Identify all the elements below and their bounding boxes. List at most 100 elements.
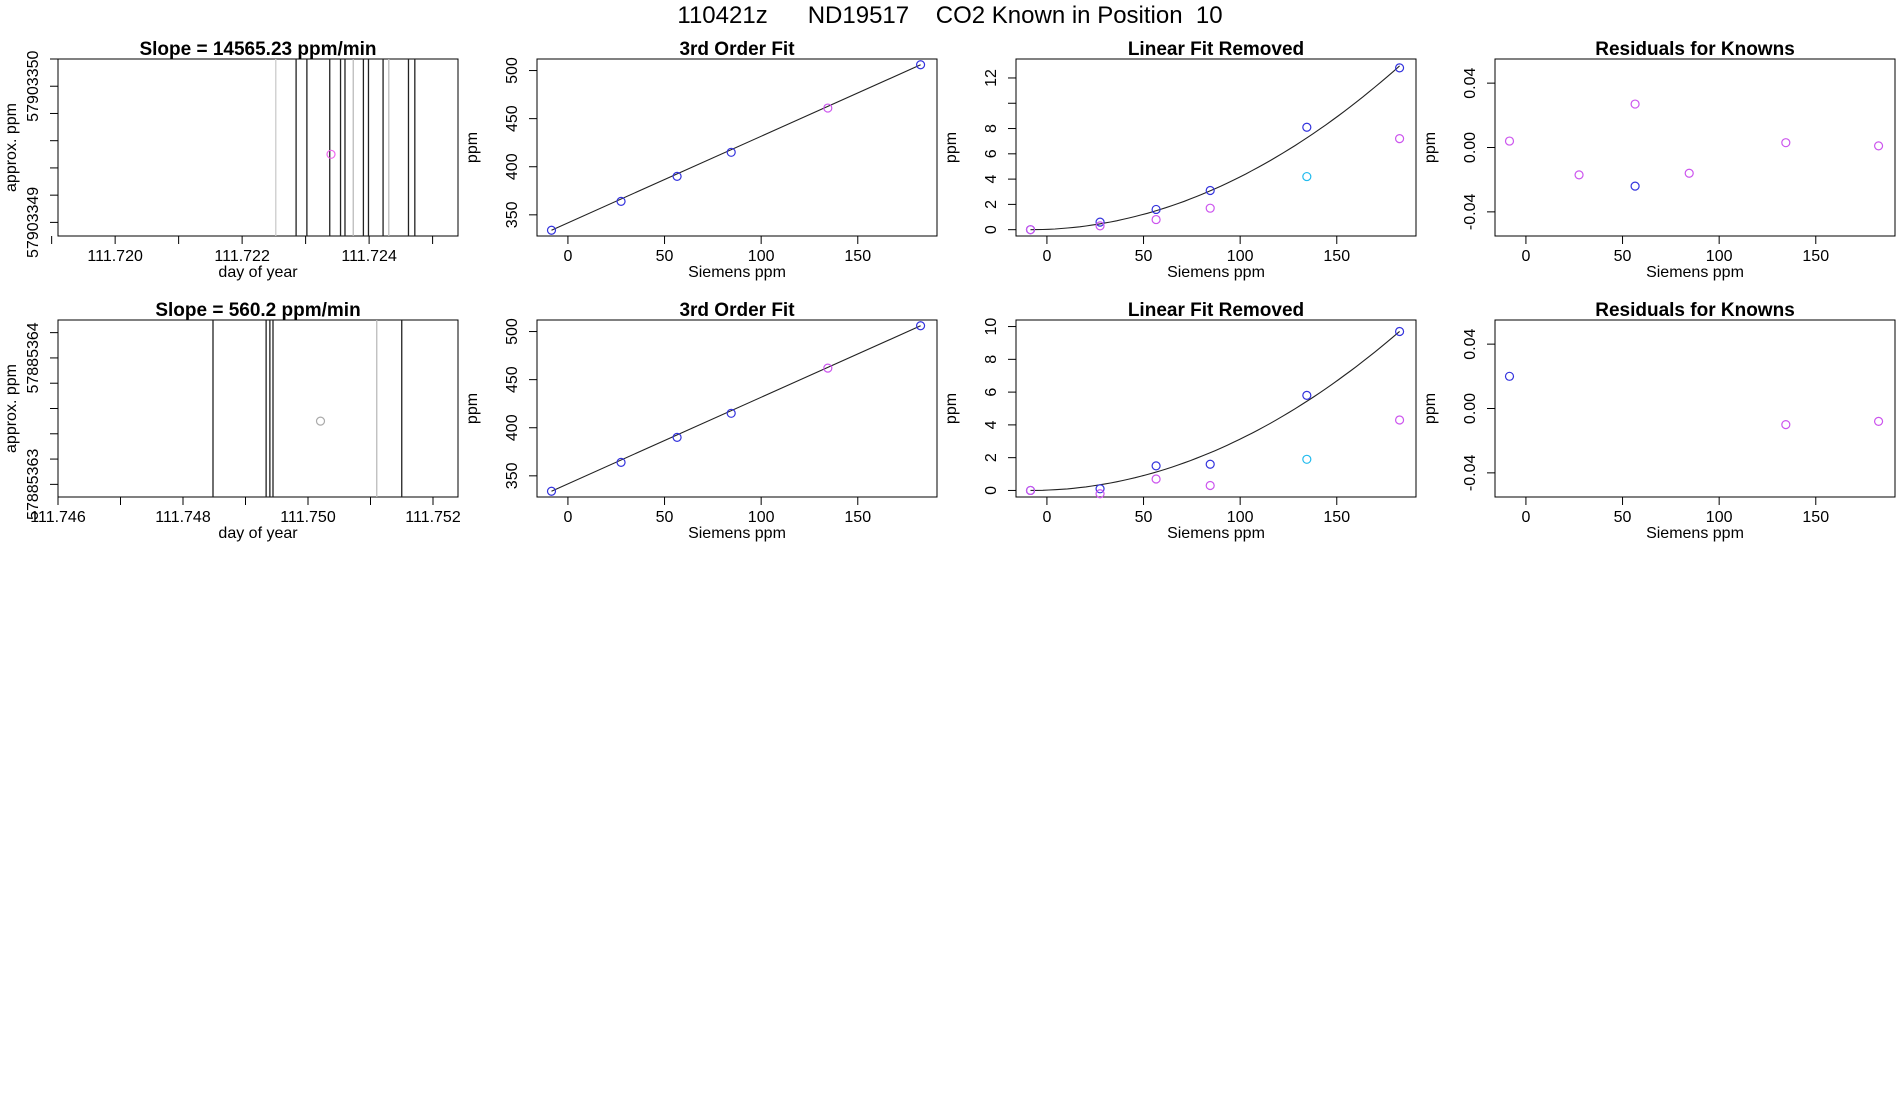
x-tick-label: 50 [656,509,674,526]
x-tick-label: 0 [563,248,572,265]
x-axis-label: Siemens ppm [1646,264,1744,281]
data-point [1151,474,1161,484]
x-tick-label: 0 [1042,248,1051,265]
x-tick-label: 111.724 [341,248,397,265]
y-axis-label: ppm [943,132,960,163]
data-point [915,321,926,331]
panel-title: Slope = 560.2 ppm/min [155,300,360,321]
y-axis-label: ppm [1422,393,1439,424]
panel-row1-linear: Linear Fit Removed Siemens ppm ppm 0 50 100 15… [943,39,1417,281]
y-tick-label: 350 [504,201,521,228]
data-point [672,171,682,181]
y-tick-label: -0.04 [1462,455,1479,492]
panel-title: 3rd Order Fit [679,300,795,321]
data-point [1151,214,1161,225]
y-tick-label: 400 [504,153,521,180]
x-tick-label: 150 [1802,248,1829,265]
y-axis-label: ppm [464,132,481,163]
x-tick-label: 0 [1521,248,1530,265]
x-tick-label: 111.750 [280,509,336,526]
x-tick-label: 100 [1227,248,1254,265]
y-tick-label: 6 [983,149,1000,158]
fit-curve [551,64,921,231]
x-tick-label: 0 [1042,509,1051,526]
data-point [1205,480,1215,491]
panel-row2-residuals: Residuals for Knowns Siemens ppm ppm 0 50 100… [1422,300,1896,542]
x-tick-label: 0 [1521,509,1530,526]
x-tick-label: 100 [748,509,775,526]
data-point [1504,371,1515,381]
panel-row1-residuals: Residuals for Knowns Siemens ppm ppm 0 50 100… [1422,39,1896,281]
data-point [1781,419,1791,430]
x-axis-label: Siemens ppm [1167,264,1265,281]
data-point [1684,168,1694,178]
data-point [1574,170,1584,180]
y-tick-label: 0.00 [1462,393,1479,424]
plot-frame [57,58,459,237]
y-axis-label: ppm [464,393,481,424]
x-tick-label: 150 [1802,509,1829,526]
x-tick-label: 150 [844,509,871,526]
y-tick-label: 500 [504,57,521,84]
y-axis-label: ppm [1422,132,1439,163]
panel-title: Residuals for Knowns [1595,300,1795,321]
figure-title: 110421z ND19517 CO2 Known in Position 10 [677,2,1223,29]
data-point [546,225,557,235]
data-point [1394,63,1405,73]
y-tick-label: 57885364 [25,322,42,393]
fit-curve [1030,65,1400,231]
plot-frame [57,319,459,498]
y-tick-label: 0 [983,486,1000,495]
y-tick-label: 450 [504,105,521,132]
x-axis-label: Siemens ppm [688,264,786,281]
y-tick-label: 2 [983,453,1000,462]
y-tick-label: 8 [983,355,1000,364]
x-tick-label: 50 [656,248,674,265]
fit-curve [551,325,921,492]
panel-row2-time: Slope = 560.2 ppm/min day of year approx. … [3,300,461,542]
plot-frame [1494,58,1896,237]
data-point [315,416,326,426]
data-point [616,457,626,467]
x-tick-label: 150 [1323,248,1350,265]
x-axis-label: Siemens ppm [1646,525,1744,542]
x-tick-label: 100 [748,248,775,265]
data-point [1630,99,1640,109]
x-tick-label: 100 [1706,248,1733,265]
y-tick-label: 57903349 [25,187,42,258]
data-point [1302,390,1312,400]
x-tick-label: 111.748 [155,509,211,526]
panel-row1-fit: 3rd Order Fit Siemens ppm ppm 0 50 100 150 350 4… [464,39,938,281]
x-axis-label: Siemens ppm [1167,525,1265,542]
panel-title: Residuals for Knowns [1595,39,1795,60]
x-tick-label: 100 [1706,509,1733,526]
panel-title: Linear Fit Removed [1128,300,1304,321]
y-axis-label: approx. ppm [3,103,20,192]
data-point [326,149,336,159]
y-tick-label: 400 [504,414,521,441]
data-point [1025,225,1036,235]
y-tick-label: 12 [983,69,1000,87]
data-point [726,408,736,418]
y-tick-label: -0.04 [1462,194,1479,231]
y-tick-label: 8 [983,124,1000,133]
x-axis-label: Siemens ppm [688,525,786,542]
panel-title: Linear Fit Removed [1128,39,1304,60]
panel-row2-fit: 3rd Order Fit Siemens ppm ppm 0 50 100 150 350 4… [464,300,938,542]
x-tick-label: 50 [1614,248,1632,265]
plot-frame [1494,319,1896,498]
plot-frame [536,58,938,237]
data-point [546,486,557,496]
y-tick-label: 500 [504,318,521,345]
x-tick-label: 111.720 [87,248,143,265]
fit-curve [1030,330,1400,491]
x-tick-label: 111.722 [214,248,270,265]
y-tick-label: 6 [983,388,1000,397]
x-tick-label: 0 [563,509,572,526]
data-point [1095,484,1105,494]
data-point [1095,221,1105,231]
y-tick-label: 0 [983,225,1000,234]
y-tick-label: 4 [983,175,1000,184]
